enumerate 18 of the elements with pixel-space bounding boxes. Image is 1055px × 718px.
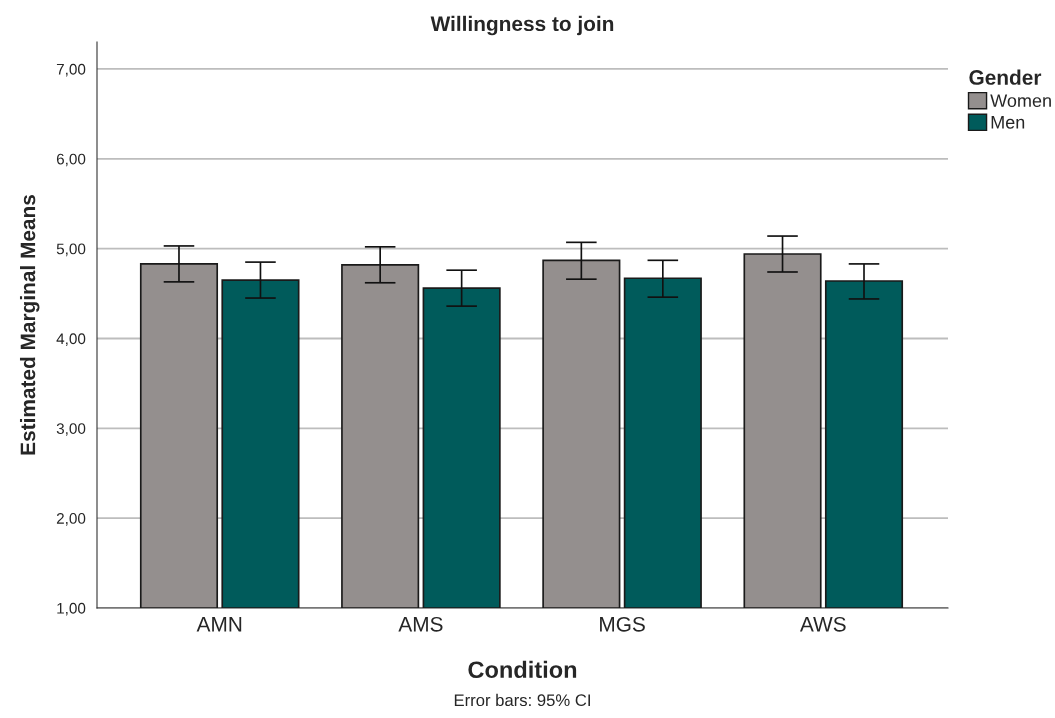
y-tick-label: 7,00 (56, 63, 86, 77)
x-tick-label: AMS (398, 616, 443, 632)
x-tick-label: MGS (600, 616, 645, 632)
y-tick-label: 5,00 (56, 243, 86, 257)
legend-label: Women (990, 94, 1051, 108)
x-tick-label: AMN (196, 617, 242, 632)
x-axis-title: Condition (468, 660, 577, 679)
y-tick-label: 4,00 (56, 333, 86, 346)
x-tick-label: AWS (799, 616, 846, 632)
y-tick-label: 6,00 (56, 153, 86, 167)
legend-title: Gender (969, 69, 1042, 85)
chart-title: Willingness to join (430, 15, 614, 36)
legend-label: Men (991, 116, 1025, 129)
y-axis-title: Estimated Marginal Means (19, 195, 40, 455)
y-tick-label: 2,00 (56, 513, 86, 526)
y-tick-label: 1,00 (57, 602, 86, 616)
text: Error bars: 95% CI (454, 693, 590, 707)
y-tick-label: 3,00 (56, 423, 86, 436)
